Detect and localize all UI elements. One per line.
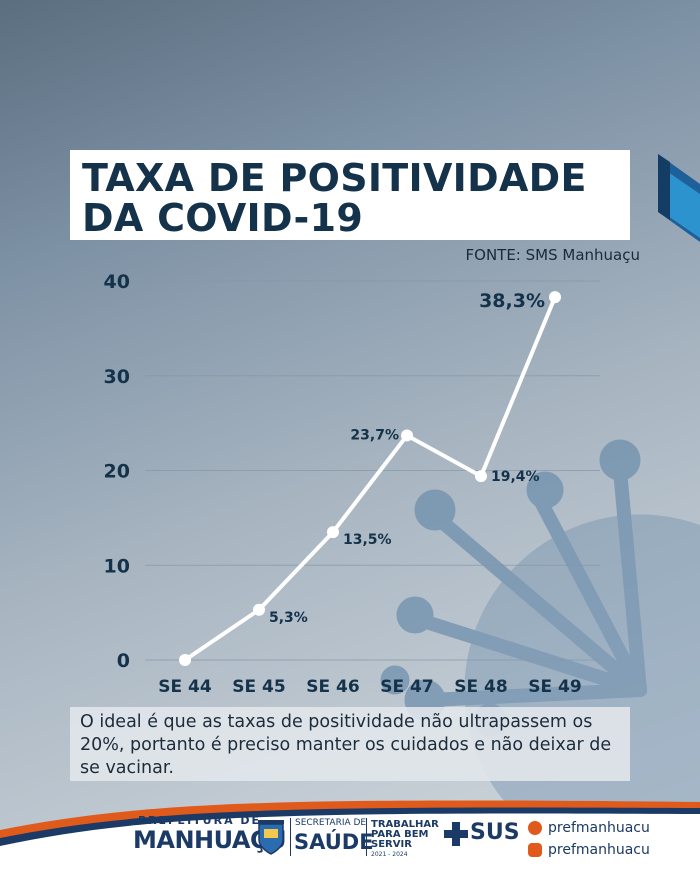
- positivity-line-chart: 0 10 20 30 40 SE 44 SE 45 SE 46 SE 47 SE 48 SE 49 5…: [104, 271, 600, 697]
- data-point: [253, 603, 265, 616]
- data-point: [327, 526, 339, 539]
- instagram-icon: [528, 843, 542, 857]
- saude-label: SAÚDE: [294, 830, 374, 854]
- data-label: 5,3%: [269, 610, 308, 626]
- prefeitura-label: PREFEITURA DE: [138, 814, 262, 827]
- y-tick-label: 0: [117, 650, 130, 672]
- x-tick-label: SE 47: [380, 677, 433, 697]
- page-title-line-1: TAXA DE POSITIVIDADE: [82, 156, 587, 200]
- note-text: O ideal é que as taxas de positividade n…: [70, 707, 630, 781]
- slogan-line-3: SERVIR: [371, 839, 412, 850]
- x-tick-label: SE 48: [454, 677, 507, 697]
- y-tick-label: 20: [104, 461, 130, 483]
- secretaria-label: SECRETARIA DE: [295, 818, 367, 828]
- slogan-block: TRABALHAR PARA BEM SERVIR 2021 - 2024: [371, 820, 439, 860]
- y-tick-label: 10: [104, 555, 130, 577]
- y-tick-label: 30: [104, 366, 130, 388]
- instagram-link[interactable]: prefmanhuacu: [528, 842, 650, 858]
- sus-cross-icon: [444, 822, 468, 846]
- data-point: [401, 429, 413, 442]
- brand-chevron-logo: [658, 154, 700, 242]
- data-point: [179, 654, 191, 666]
- facebook-link[interactable]: prefmanhuacu: [528, 820, 650, 836]
- footer-background: [0, 800, 700, 875]
- data-point: [549, 291, 561, 304]
- facebook-icon: [528, 821, 542, 835]
- y-tick-label: 40: [104, 271, 130, 293]
- slogan-years: 2021 - 2024: [371, 851, 408, 858]
- title-box: TAXA DE POSITIVIDADE DA COVID-19: [70, 150, 630, 240]
- footer-divider: [290, 818, 291, 856]
- data-label: 19,4%: [491, 469, 540, 485]
- data-label: 38,3%: [479, 290, 545, 312]
- footer-divider: [366, 818, 367, 856]
- slogan-line-1: TRABALHAR: [371, 819, 439, 830]
- x-tick-label: SE 49: [528, 677, 581, 697]
- instagram-handle: prefmanhuacu: [548, 842, 650, 858]
- facebook-handle: prefmanhuacu: [548, 820, 650, 836]
- series-line: [183, 295, 557, 662]
- page-title-line-2: DA COVID-19: [82, 196, 364, 240]
- data-point: [475, 470, 487, 483]
- x-tick-label: SE 45: [232, 677, 285, 697]
- city-crest-icon: [258, 820, 284, 855]
- slogan-line-2: PARA BEM: [371, 829, 429, 840]
- data-label: 23,7%: [350, 427, 399, 443]
- source-label: FONTE: SMS Manhuaçu: [465, 246, 640, 264]
- x-tick-label: SE 46: [306, 677, 359, 697]
- x-tick-label: SE 44: [158, 677, 212, 697]
- data-label: 13,5%: [343, 532, 392, 548]
- sus-label: SUS: [470, 820, 520, 845]
